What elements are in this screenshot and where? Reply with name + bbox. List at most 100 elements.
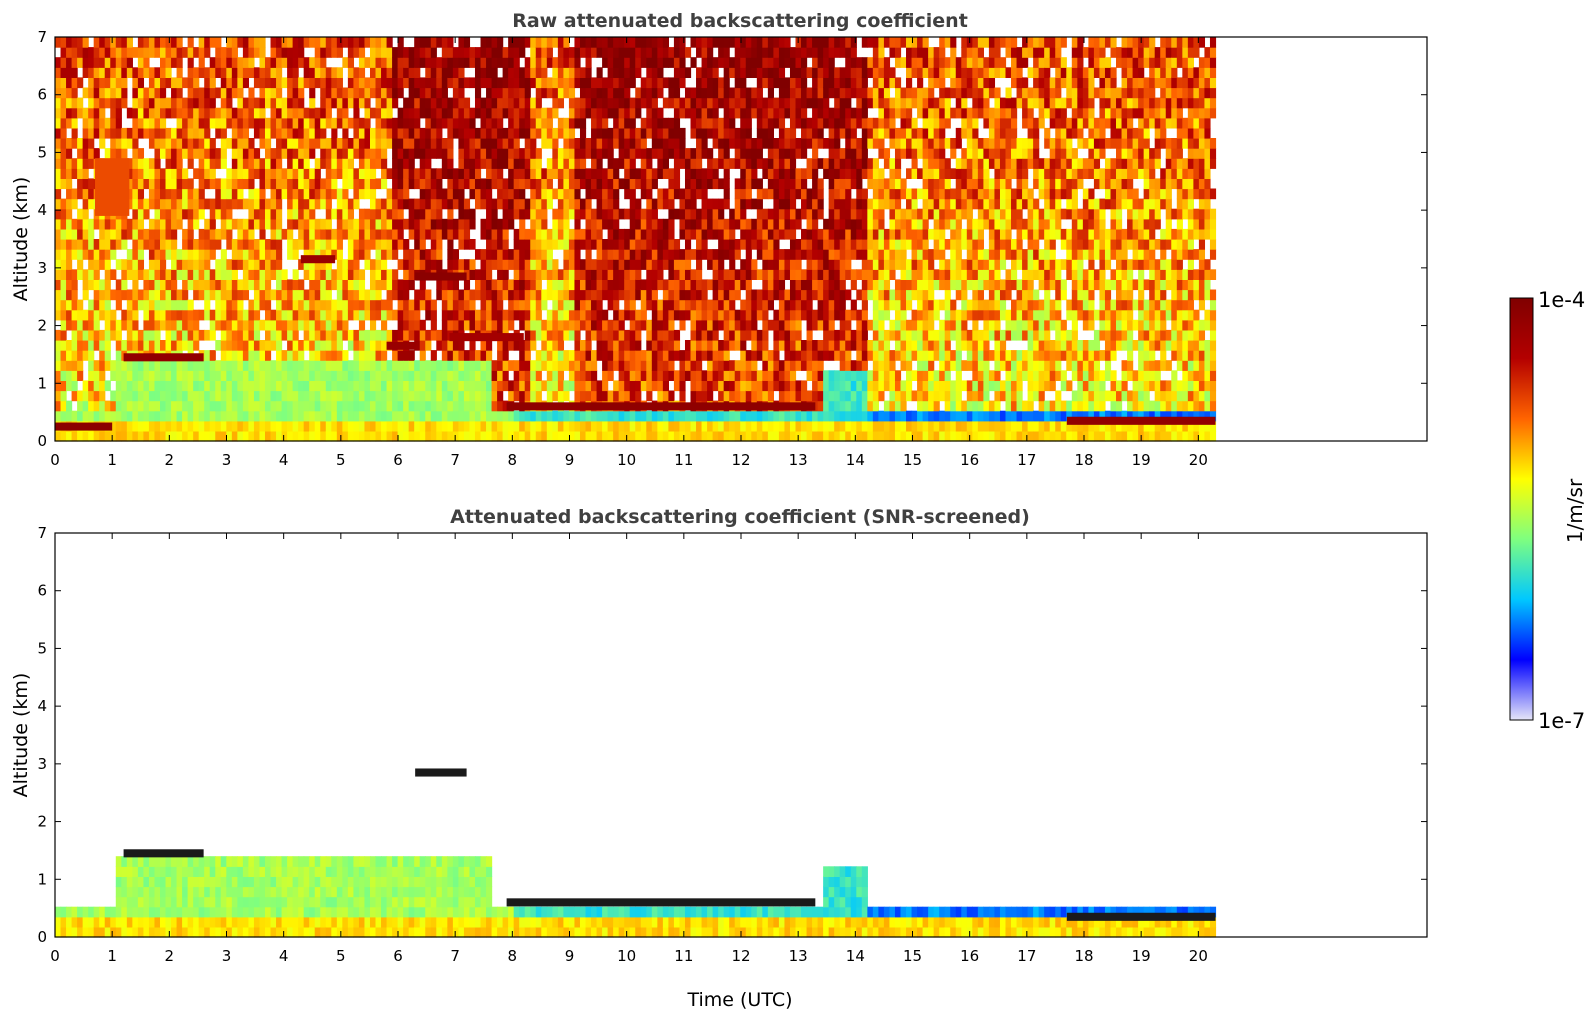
heatmap-cell [353,198,360,210]
heatmap-cell [215,400,222,412]
heatmap-cell [767,87,774,99]
heatmap-cell [320,47,327,58]
heatmap-cell [452,67,460,78]
heatmap-cell [541,218,548,230]
heatmap-cell [568,87,576,99]
heatmap-cell [607,420,614,432]
heatmap-cell [712,67,719,78]
heatmap-cell [767,249,774,260]
heatmap-cell [425,228,432,240]
heatmap-cell [281,188,288,200]
heatmap-cell [253,319,261,331]
heatmap-cell [613,77,620,89]
heatmap-cell [110,319,117,331]
heatmap-cell [270,370,277,381]
heatmap-cell [104,77,111,89]
heatmap-cell [115,420,122,432]
heatmap-cell [110,390,117,402]
heatmap-cell [458,47,465,58]
heatmap-cell [629,289,636,301]
heatmap-cell [248,319,255,331]
heatmap-cell [734,198,741,210]
heatmap-cell [463,138,471,149]
heatmap-cell [524,208,531,220]
heatmap-cell [226,400,233,412]
heatmap-cell [591,77,598,89]
heatmap-cell [408,178,415,190]
heatmap-cell [690,279,697,291]
heatmap-cell [281,400,288,412]
heatmap-cell [331,138,338,149]
heatmap-cell [276,57,283,68]
heatmap-cell [690,380,697,392]
heatmap-cell [491,148,498,159]
heatmap-cell [126,107,133,119]
heatmap-cell [806,228,813,240]
heatmap-cell [679,420,686,432]
heatmap-cell [154,208,161,220]
heatmap-cell [342,430,349,442]
heatmap-cell [463,218,471,230]
heatmap-cell [651,350,658,361]
heatmap-cell [303,360,310,371]
heatmap-cell [77,178,84,190]
heatmap-cell [613,228,620,240]
heatmap-cell [325,107,332,119]
heatmap-cell [486,77,493,89]
heatmap-cell [452,360,460,371]
heatmap-cell [154,400,161,412]
heatmap-cell [331,228,338,240]
heatmap-cell [408,148,415,159]
heatmap-cell [121,309,128,321]
heatmap-cell [270,97,277,109]
heatmap-cell [187,360,194,371]
heatmap-cell [336,87,343,99]
heatmap-cell [160,208,167,220]
heatmap-cell [497,319,504,331]
heatmap-cell [204,380,211,392]
heatmap-cell [397,309,404,321]
heatmap-cell [513,37,520,48]
heatmap-cell [276,360,283,371]
heatmap-cell [591,350,598,361]
heatmap-cell [657,148,664,159]
heatmap-cell [585,430,592,442]
heatmap-cell [463,198,471,210]
heatmap-cell [115,329,122,341]
heatmap-cell [143,370,150,381]
heatmap-cell [812,420,819,432]
heatmap-cell [242,279,250,291]
heatmap-cell [441,400,448,412]
heatmap-cell [193,259,200,270]
heatmap-cell [93,400,100,412]
heatmap-cell [618,178,625,190]
heatmap-cell [259,299,266,311]
heatmap-cell [673,239,681,250]
heatmap-cell [270,228,277,240]
heatmap-cell [253,430,261,442]
heatmap-cell [502,178,509,190]
heatmap-cell [60,37,67,48]
heatmap-cell [314,117,321,129]
heatmap-cell [193,138,200,149]
heatmap-cell [436,97,443,109]
heatmap-cell [364,249,371,260]
heatmap-cell [353,178,360,190]
heatmap-cell [209,178,216,190]
heatmap-cell [165,430,172,442]
heatmap-cell [303,259,310,270]
heatmap-cell [591,390,598,402]
heatmap-cell [436,249,443,260]
heatmap-cell [369,360,377,371]
heatmap-cell [635,57,642,68]
heatmap-cell [77,218,84,230]
heatmap-cell [309,340,316,351]
heatmap-cell [723,410,730,422]
heatmap-cell [298,168,305,179]
heatmap-cell [740,138,747,149]
heatmap-cell [546,370,553,381]
heatmap-cell [745,127,752,139]
heatmap-cell [204,138,211,149]
heatmap-cell [778,309,786,321]
heatmap-cell [358,228,366,240]
